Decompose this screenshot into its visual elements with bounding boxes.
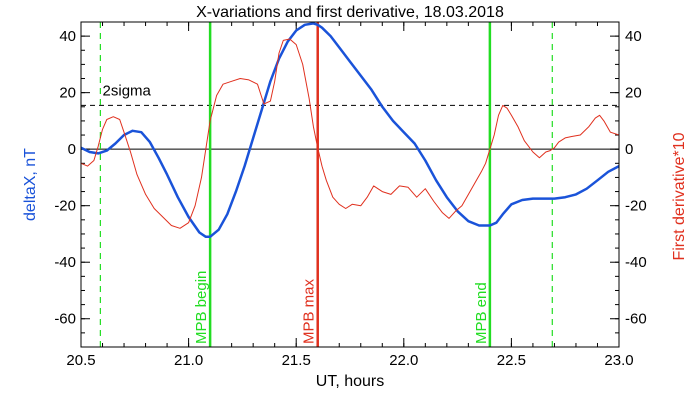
y-tick-label-right: -40 [625, 254, 647, 271]
x-tick-label: 20.5 [66, 352, 95, 369]
x-tick-label: 22.5 [497, 352, 526, 369]
y-tick-label-left: 40 [59, 28, 76, 45]
y-tick-label-left: -20 [54, 198, 76, 215]
y-tick-label-right: 40 [625, 28, 642, 45]
y-tick-label-left: -40 [54, 254, 76, 271]
y-tick-label-left: -60 [54, 311, 76, 328]
marker-label-mpb-begin: MPB begin [193, 271, 210, 344]
y-axis-label-left: deltaX, nT [22, 148, 39, 221]
threshold-label: 2sigma [103, 82, 152, 99]
y-tick-label-right: 20 [625, 85, 642, 102]
marker-label-mpb-end: MPB end [473, 282, 490, 344]
series-line-deltax [80, 22, 620, 239]
plot-area: 20.5 21.0 21.5 22.0 22.5 23.0 -60 -60 -40 -40 -20 -… [54, 21, 647, 369]
series-line-derivative [80, 38, 620, 229]
y-tick-label-right: -20 [625, 198, 647, 215]
y-tick-label-right: 0 [625, 141, 633, 158]
x-axis-label: UT, hours [316, 373, 384, 390]
plot-frame [80, 21, 620, 348]
x-tick-label: 23.0 [604, 352, 633, 369]
x-tick-label: 22.0 [389, 352, 418, 369]
marker-label-mpb-max: MPB max [301, 278, 318, 344]
y-tick-label-left: 20 [59, 85, 76, 102]
x-tick-label: 21.0 [174, 352, 203, 369]
x-tick-label: 21.5 [282, 352, 311, 369]
y-axis-label-right: First derivative*10 [671, 132, 688, 260]
chart-title: X-variations and first derivative, 18.03… [196, 4, 504, 21]
y-tick-label-left: 0 [68, 141, 76, 158]
y-tick-label-right: -60 [625, 311, 647, 328]
